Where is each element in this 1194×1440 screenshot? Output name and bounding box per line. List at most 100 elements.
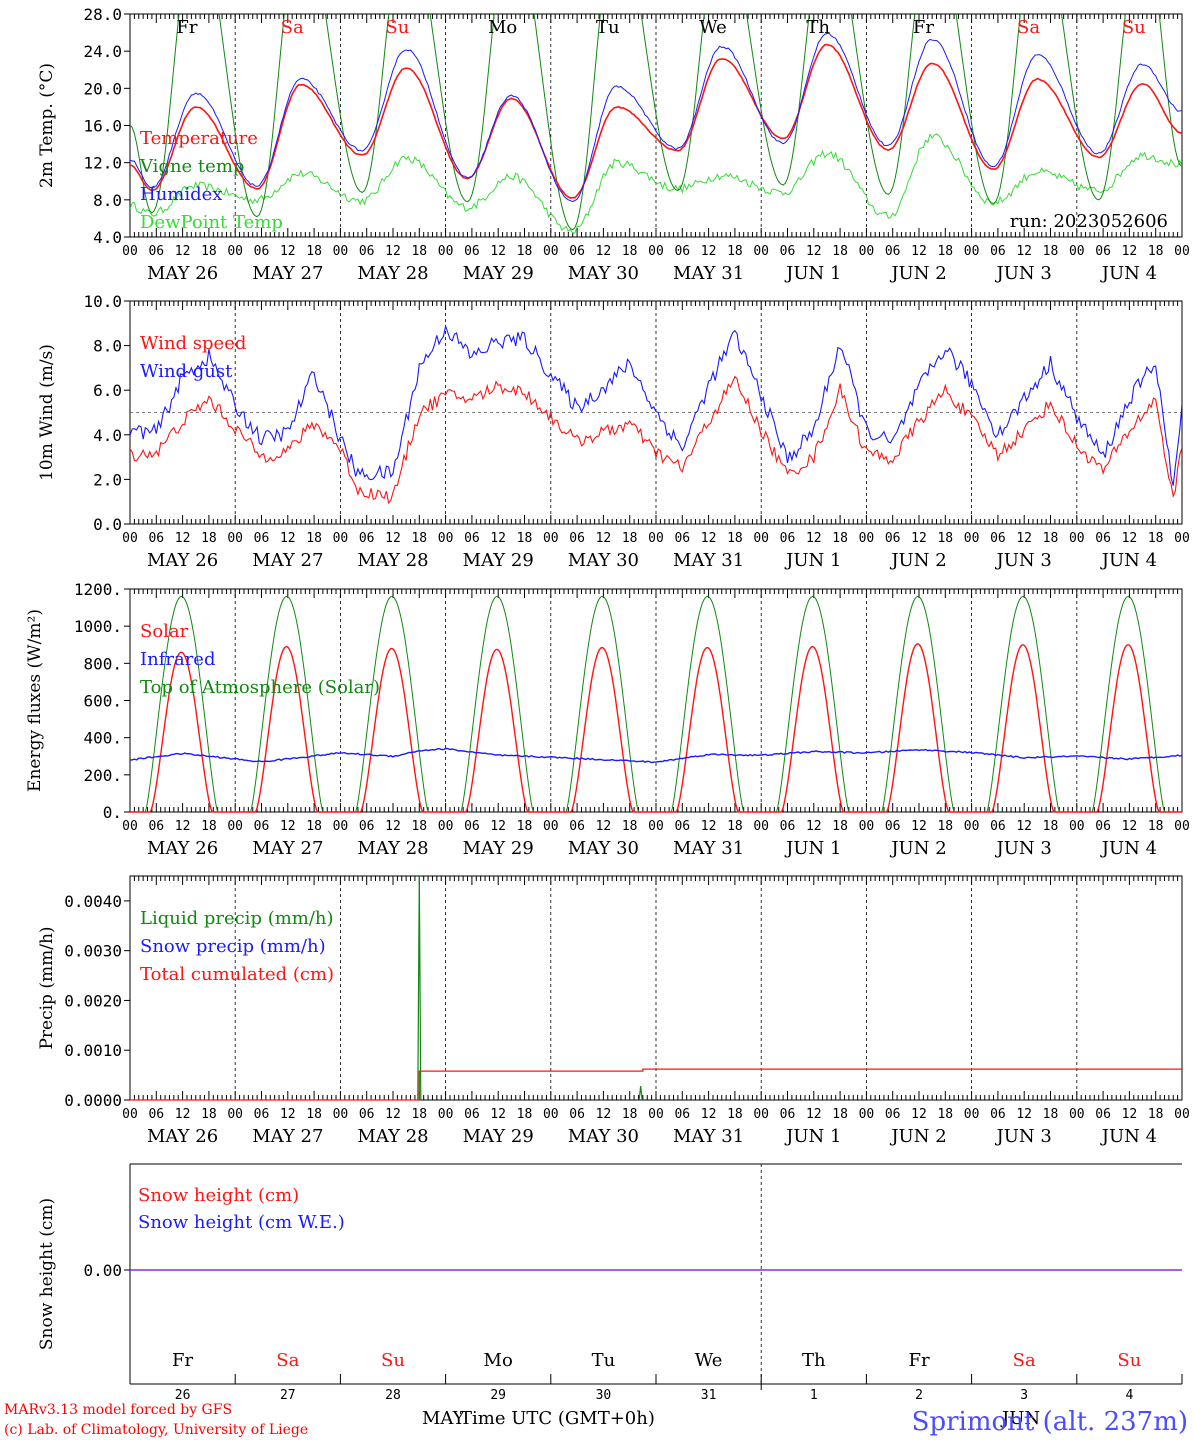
hour-label: 12 (1016, 819, 1032, 834)
hour-label: 00 (438, 244, 454, 259)
date-label: MAY 30 (568, 838, 639, 859)
hour-label: 18 (622, 244, 638, 259)
hour-label: 00 (1069, 531, 1085, 546)
hour-label: 18 (411, 819, 427, 834)
hour-label: 18 (727, 244, 743, 259)
model-credit: MARv3.13 model forced by GFS (4, 1402, 232, 1418)
hour-label: 18 (306, 1107, 322, 1122)
hour-label: 18 (622, 819, 638, 834)
hour-label: 18 (411, 1107, 427, 1122)
hour-label: 18 (1043, 531, 1059, 546)
day-name: Tu (596, 17, 620, 38)
hour-label: 06 (674, 531, 690, 546)
date-label: JUN 4 (1100, 838, 1157, 859)
day-name: Mo (488, 17, 517, 38)
series-infrared (129, 747, 1183, 764)
day-name: Fr (176, 17, 197, 38)
hour-label: 12 (1122, 531, 1138, 546)
hour-label: 00 (543, 819, 559, 834)
day-name: Fr (172, 1350, 193, 1371)
hour-label: 12 (1016, 1107, 1032, 1122)
hour-label: 18 (1043, 819, 1059, 834)
y-axis-label: 10m Wind (m/s) (37, 344, 57, 481)
legend-top-of-atmosphere-solar-: Top of Atmosphere (Solar) (140, 677, 380, 698)
date-label: MAY 28 (357, 550, 428, 571)
hour-label: 12 (280, 1107, 296, 1122)
hour-label: 00 (1174, 1107, 1190, 1122)
hour-label: 00 (227, 1107, 243, 1122)
day-number: 2 (915, 1388, 923, 1403)
hour-label: 12 (701, 819, 717, 834)
hour-label: 00 (648, 819, 664, 834)
panel-precip: 0.0000 0.0010 0.0020 0.0030 0.0040 Precip (mm… (37, 875, 1190, 1147)
hour-label: 06 (569, 531, 585, 546)
hour-label: 06 (990, 244, 1006, 259)
hour-label: 18 (1043, 244, 1059, 259)
hour-label: 18 (937, 1107, 953, 1122)
date-label: MAY 29 (463, 550, 534, 571)
day-number: 3 (1020, 1388, 1028, 1403)
hour-label: 18 (832, 244, 848, 259)
hour-label: 00 (122, 244, 138, 259)
hour-label: 18 (517, 1107, 533, 1122)
hour-label: 18 (727, 819, 743, 834)
day-number: 30 (596, 1388, 612, 1403)
day-number: 27 (280, 1388, 296, 1403)
date-label: JUN 1 (784, 838, 841, 859)
date-label: MAY 28 (357, 838, 428, 859)
legend-solar: Solar (140, 621, 189, 642)
hour-label: 06 (359, 1107, 375, 1122)
hour-label: 06 (674, 244, 690, 259)
hour-label: 12 (1122, 244, 1138, 259)
hour-label: 18 (201, 244, 217, 259)
hour-label: 18 (306, 531, 322, 546)
hour-label: 06 (780, 244, 796, 259)
hour-label: 18 (937, 819, 953, 834)
hour-label: 00 (648, 1107, 664, 1122)
date-label: MAY 31 (673, 838, 744, 859)
day-name: Su (381, 1350, 405, 1371)
hour-label: 00 (543, 1107, 559, 1122)
lab-credit: (c) Lab. of Climatology, University of L… (4, 1422, 308, 1438)
hour-label: 12 (806, 819, 822, 834)
date-label: MAY 27 (252, 263, 323, 284)
hour-label: 18 (937, 244, 953, 259)
hour-label: 18 (306, 244, 322, 259)
hour-label: 00 (859, 531, 875, 546)
date-label: MAY 28 (357, 263, 428, 284)
y-axis-label: Energy fluxes (W/m²) (25, 609, 45, 792)
hour-label: 00 (333, 244, 349, 259)
hour-label: 12 (806, 1107, 822, 1122)
hour-label: 12 (490, 1107, 506, 1122)
hour-label: 18 (517, 244, 533, 259)
hour-label: 06 (359, 244, 375, 259)
hour-label: 12 (175, 531, 191, 546)
date-label: MAY 30 (568, 550, 639, 571)
day-name: Sa (281, 17, 304, 38)
hour-label: 12 (911, 531, 927, 546)
hour-label: 06 (674, 819, 690, 834)
day-name: Fr (908, 1350, 929, 1371)
hour-label: 00 (964, 531, 980, 546)
hour-label: 00 (438, 1107, 454, 1122)
y-tick-label: 24.0 (83, 42, 122, 61)
series-lines (130, 14, 1182, 234)
hour-label: 00 (438, 531, 454, 546)
hour-label: 06 (990, 531, 1006, 546)
hour-label: 12 (596, 819, 612, 834)
series-humidex (130, 32, 1182, 203)
day-number: 31 (701, 1388, 717, 1403)
legend-dewpoint-temp: DewPoint Temp (140, 212, 283, 233)
legend-snow-height-cm-: Snow height (cm) (138, 1185, 299, 1206)
site-name: Sprimont (alt. 237m) (912, 1407, 1188, 1437)
panel-flux: 0. 200. 400. 600. 800. 1000. 1200. Energy fluxe… (25, 580, 1190, 859)
date-label: MAY 30 (568, 1126, 639, 1147)
date-label: JUN 3 (995, 263, 1052, 284)
hour-label: 00 (964, 819, 980, 834)
day-number: 29 (490, 1388, 506, 1403)
hour-label: 18 (727, 531, 743, 546)
hour-label: 06 (674, 1107, 690, 1122)
y-tick-label: 2.0 (93, 470, 122, 489)
panel-temp: 4.0 8.0 12.0 16.0 20.0 24.0 28.0 2m Temp. (°C) F… (37, 5, 1190, 284)
hour-label: 00 (859, 1107, 875, 1122)
